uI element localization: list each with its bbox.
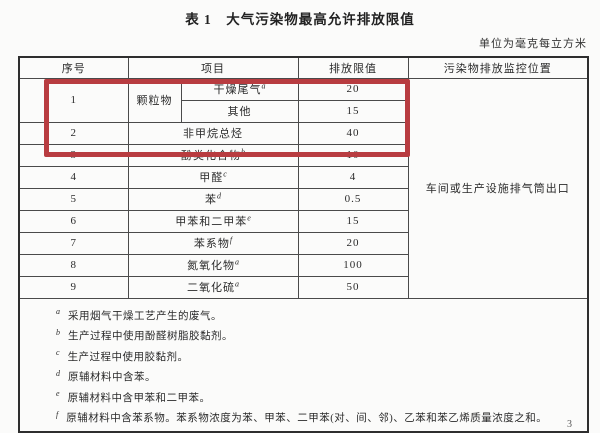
footnote-marker: a xyxy=(56,307,60,316)
cell-limit: 50 xyxy=(297,275,409,299)
header-item: 项目 xyxy=(127,56,299,79)
cell-limit: 15 xyxy=(297,99,409,123)
footnote-ref: c xyxy=(223,169,227,179)
footnote: b 生产过程中使用酚醛树脂胶黏剂。 xyxy=(56,328,577,343)
footnote: d 原辅材料中含苯。 xyxy=(56,369,577,384)
footnote-ref: a xyxy=(235,257,239,267)
footnote-marker: f xyxy=(56,409,59,419)
cell-group: 颗粒物 xyxy=(127,77,182,123)
footnote-text: 原辅材料中含苯。 xyxy=(68,372,156,383)
footnote-marker: c xyxy=(56,348,60,357)
cell-limit: 20 xyxy=(297,231,409,255)
table-title: 表 1 大气污染物最高允许排放限值 xyxy=(185,12,415,27)
table-row: 6 甲苯和二甲苯e 15 xyxy=(18,209,588,233)
header-limit: 排放限值 xyxy=(297,56,409,79)
footnote-marker: e xyxy=(56,389,60,398)
table-row: 5 苯d 0.5 xyxy=(18,187,588,211)
footnote-ref: f xyxy=(229,235,233,245)
table-row: 7 苯系物f 20 xyxy=(18,231,588,255)
cell-no: 5 xyxy=(18,187,129,211)
cell-no: 6 xyxy=(18,209,129,233)
cell-no: 1 xyxy=(18,77,129,123)
header-location: 污染物排放监控位置 xyxy=(407,56,589,79)
cell-limit: 40 xyxy=(297,121,409,145)
header-index: 序号 xyxy=(18,56,129,79)
cell-item: 苯d xyxy=(127,187,299,211)
page-number: 3 xyxy=(567,419,572,430)
table-header-row: 序号 项目 排放限值 污染物排放监控位置 xyxy=(18,56,589,79)
footnote-text: 原辅材料中含苯系物。苯系物浓度为苯、甲苯、二甲苯(对、间、邻)、乙苯和苯乙烯质量… xyxy=(66,413,548,424)
footnote-marker: d xyxy=(56,368,60,378)
footnotes-cell: a 采用烟气干燥工艺产生的废气。 b 生产过程中使用酚醛树脂胶黏剂。 c 生产过程中使… xyxy=(18,297,589,432)
cell-limit: 100 xyxy=(297,253,409,277)
cell-no: 7 xyxy=(18,231,129,255)
cell-limit: 0.5 xyxy=(297,187,409,211)
cell-subitem: 其他 xyxy=(180,99,299,123)
cell-item: 甲苯和二甲苯e xyxy=(127,209,299,233)
footnote: c 生产过程中使用胶黏剂。 xyxy=(56,349,577,364)
footnote-text: 生产过程中使用胶黏剂。 xyxy=(67,351,189,363)
footnote-text: 生产过程中使用酚醛树脂胶黏剂。 xyxy=(68,331,233,342)
footnote-ref: d xyxy=(217,191,221,201)
footnote-ref: b xyxy=(241,147,245,157)
footnote-text: 采用烟气干燥工艺产生的废气。 xyxy=(68,310,222,322)
footnote-marker: b xyxy=(56,327,60,337)
footnote: a 采用烟气干燥工艺产生的废气。 xyxy=(56,308,577,323)
cell-limit: 4 xyxy=(297,165,409,189)
cell-item: 苯系物f xyxy=(127,231,299,255)
cell-item: 酚类化合物b xyxy=(127,143,299,167)
unit-note: 单位为毫克每立方米 xyxy=(479,38,587,50)
cell-item: 非甲烷总烃 xyxy=(127,121,299,145)
table-row: 4 甲醛c 4 xyxy=(18,165,588,189)
cell-limit: 10 xyxy=(297,143,409,167)
cell-subitem: 干燥尾气a xyxy=(180,77,299,101)
cell-limit: 20 xyxy=(297,77,409,101)
footnotes-row: a 采用烟气干燥工艺产生的废气。 b 生产过程中使用酚醛树脂胶黏剂。 c 生产过程中使… xyxy=(18,297,589,432)
cell-no: 3 xyxy=(18,143,129,167)
cell-item: 甲醛c xyxy=(127,165,299,189)
cell-no: 2 xyxy=(18,121,129,145)
footnote-text: 原辅材料中含甲苯和二甲苯。 xyxy=(67,392,211,404)
cell-no: 4 xyxy=(18,165,129,189)
footnote-ref: a xyxy=(235,279,239,289)
cell-item: 氮氧化物a xyxy=(127,253,299,277)
footnote: f 原辅材料中含苯系物。苯系物浓度为苯、甲苯、二甲苯(对、间、邻)、乙苯和苯乙烯质… xyxy=(56,410,577,425)
footnote: e 原辅材料中含甲苯和二甲苯。 xyxy=(56,390,577,405)
footnote-ref: e xyxy=(247,213,251,223)
table-row: 1 颗粒物 干燥尾气a 20 车间或生产设施排气筒出口 xyxy=(18,77,589,299)
table-row: 8 氮氧化物a 100 xyxy=(18,253,588,277)
table-row: 9 二氧化硫a 50 xyxy=(18,275,588,299)
footnote-ref: a xyxy=(261,81,266,91)
cell-item: 二氧化硫a xyxy=(127,275,299,299)
cell-no: 8 xyxy=(18,253,129,277)
cell-no: 9 xyxy=(18,275,129,299)
cell-monitoring-location: 车间或生产设施排气筒出口 xyxy=(407,77,589,299)
cell-limit: 15 xyxy=(297,209,409,233)
emission-limits-table: 序号 项目 排放限值 污染物排放监控位置 1 颗粒物 干燥尾气a 20 车间或生… xyxy=(18,56,589,433)
